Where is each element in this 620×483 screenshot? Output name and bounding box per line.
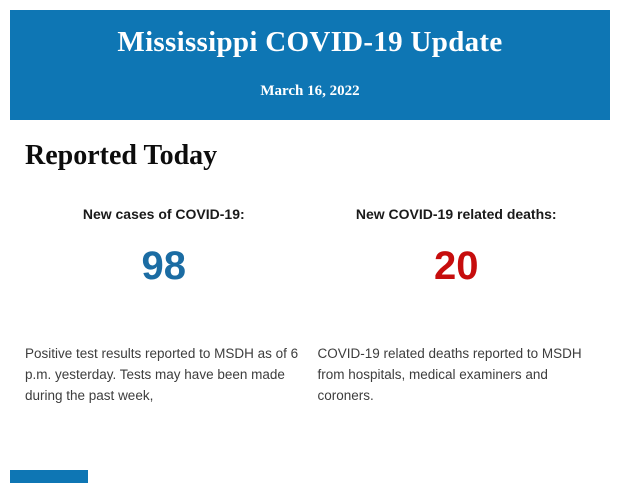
new-cases-value: 98 — [141, 244, 187, 288]
new-cases-description: Positive test results reported to MSDH a… — [25, 346, 299, 403]
new-deaths-description: COVID-19 related deaths reported to MSDH… — [317, 346, 582, 403]
new-deaths-label: New COVID-19 related deaths: — [355, 206, 557, 222]
header-date: March 16, 2022 — [260, 83, 360, 99]
main-content: Reported Today New cases of COVID-19: 98… — [25, 120, 595, 407]
stat-new-cases: New cases of COVID-19: 98 Positive test … — [25, 172, 303, 407]
new-deaths-value: 20 — [434, 244, 479, 288]
header-banner: Mississippi COVID-19 Update March 16, 20… — [10, 10, 610, 120]
footer-banner-partial — [10, 470, 88, 483]
section-heading: Reported Today — [25, 140, 218, 171]
stats-row: New cases of COVID-19: 98 Positive test … — [25, 172, 595, 407]
new-cases-label: New cases of COVID-19: — [82, 206, 245, 222]
stat-new-deaths: New COVID-19 related deaths: 20 COVID-19… — [318, 172, 596, 407]
page-title: Mississippi COVID-19 Update — [117, 26, 503, 58]
